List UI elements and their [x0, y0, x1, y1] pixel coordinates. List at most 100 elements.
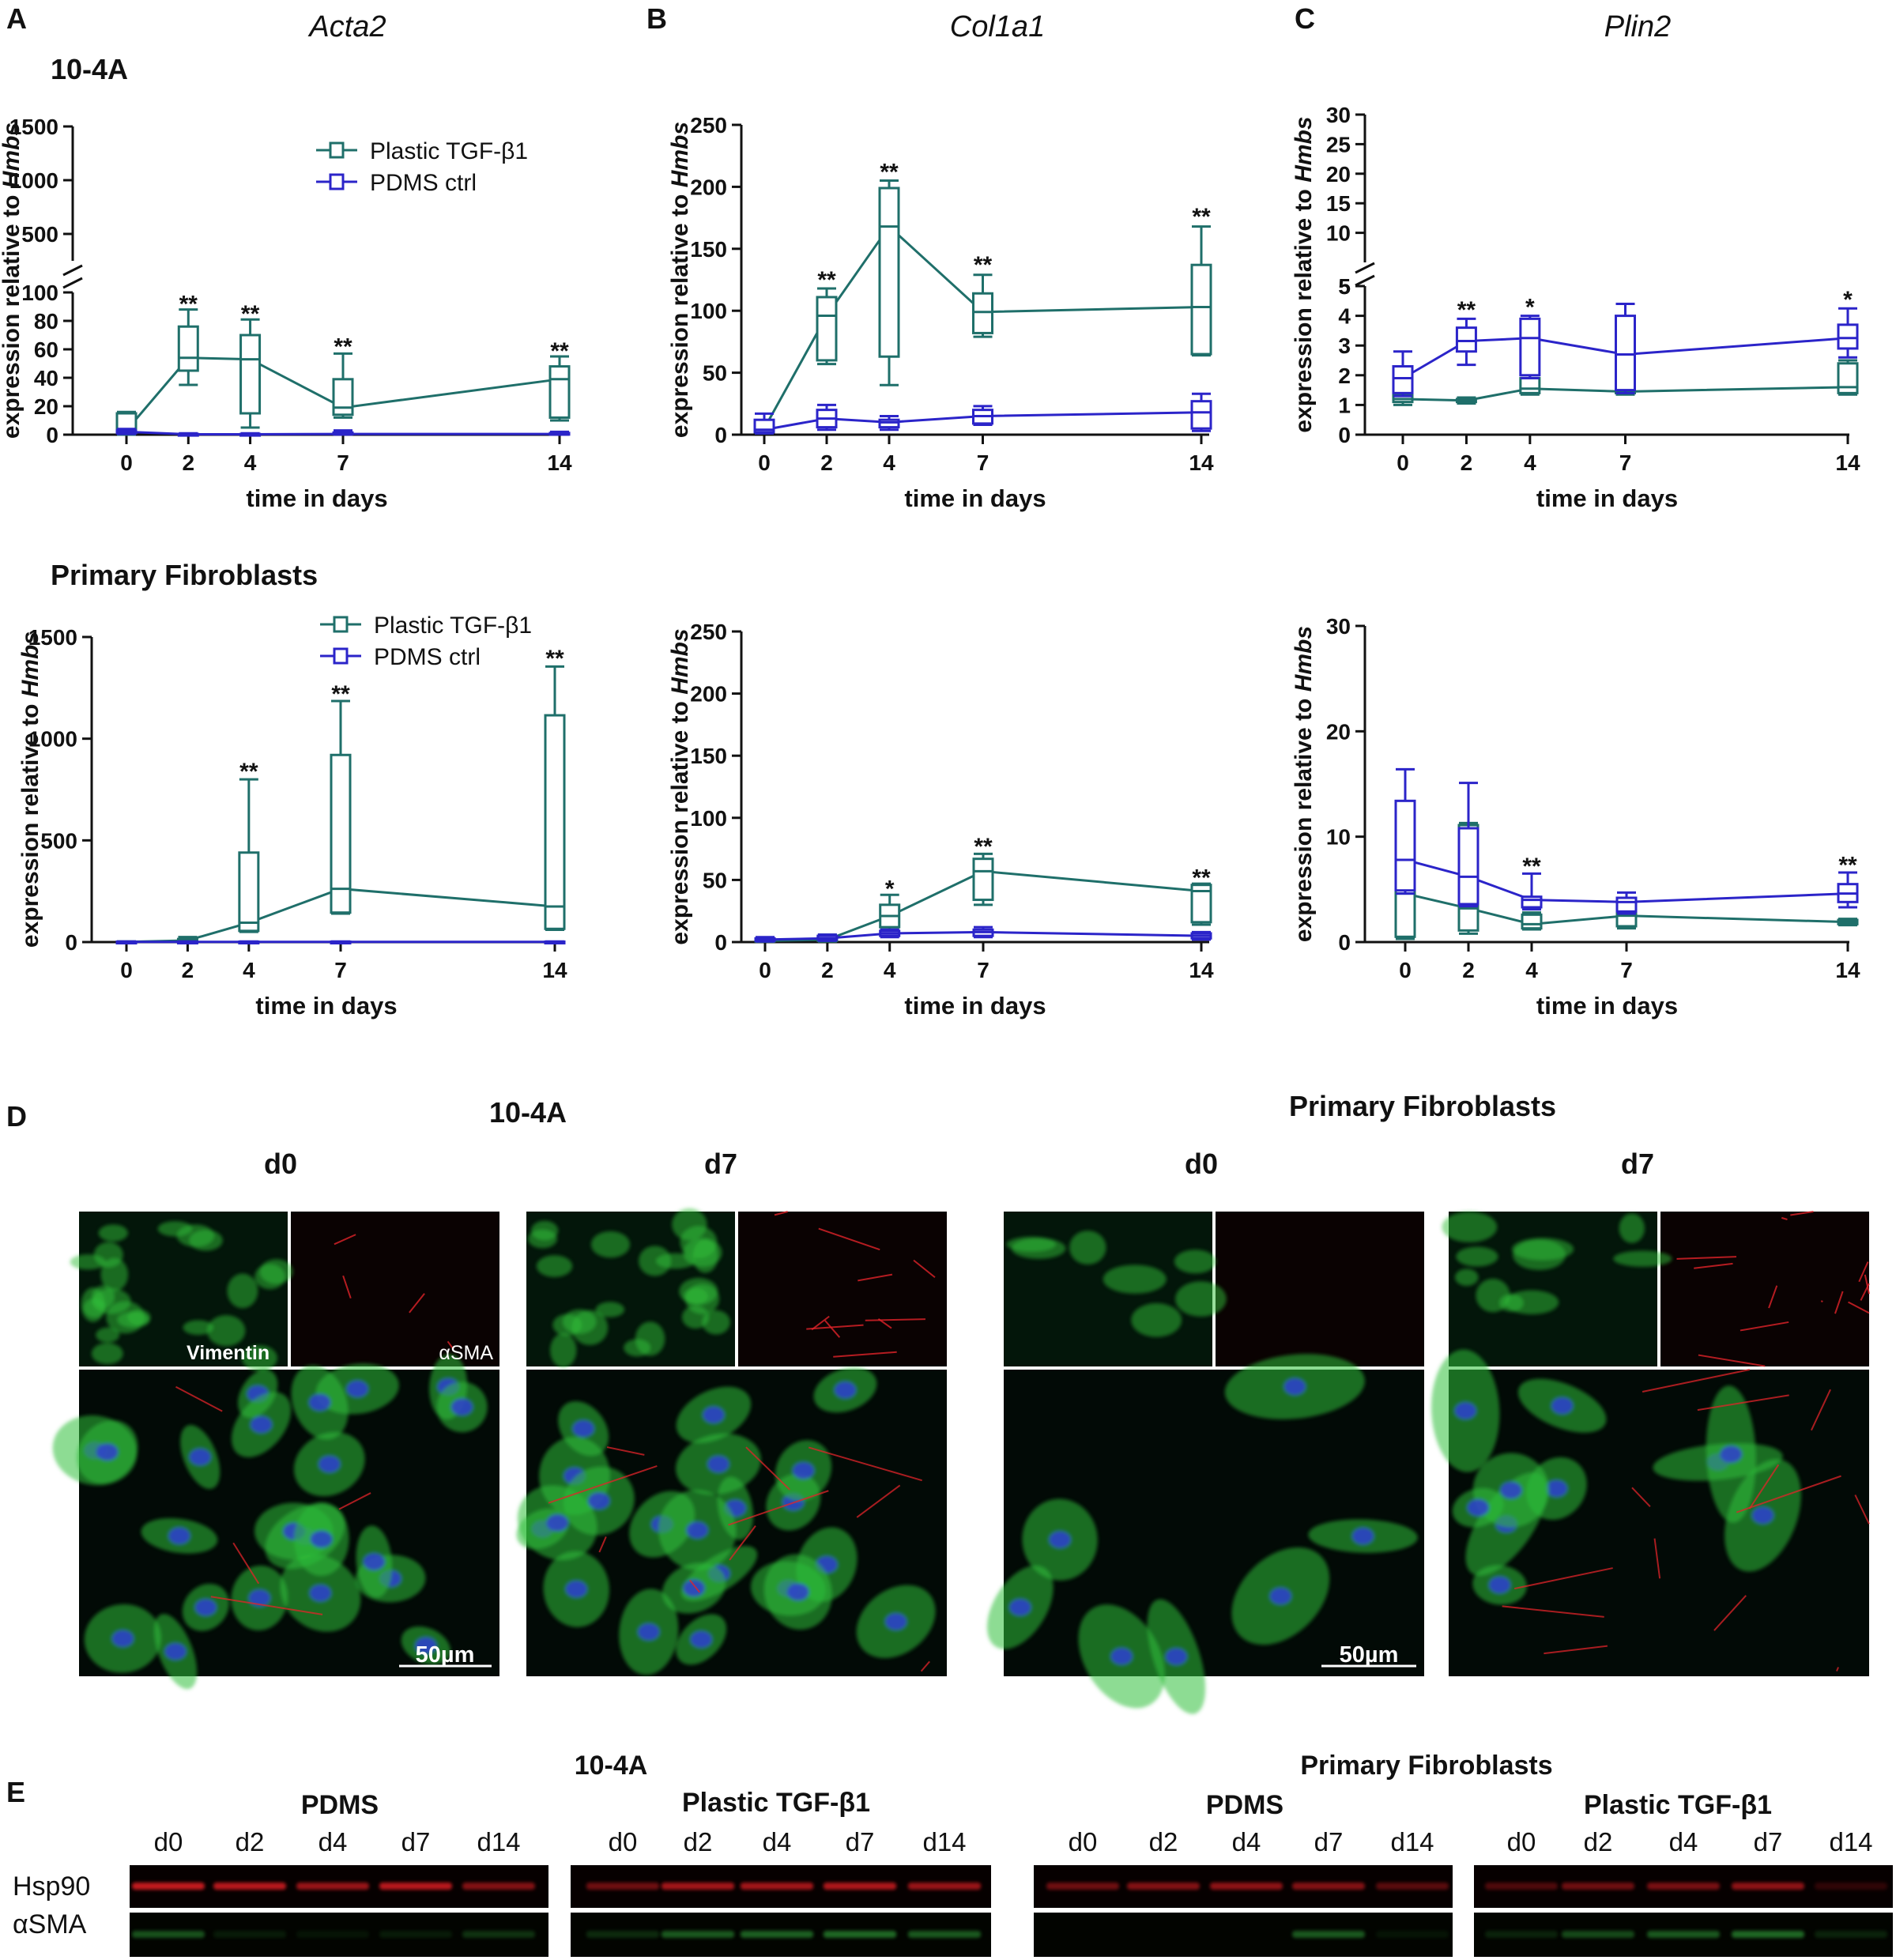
band-asma: [379, 1931, 452, 1938]
asma-fiber: [175, 1385, 223, 1412]
lane-label: d14: [1829, 1827, 1872, 1856]
significance-mark: **: [1522, 854, 1541, 880]
cell-nucleus: [1720, 1446, 1743, 1464]
y-axis-label-gene: Hmbs: [1291, 626, 1317, 692]
cell-thumb: [157, 1221, 193, 1237]
band-hsp90: [661, 1883, 735, 1890]
lane-label: d2: [1149, 1827, 1178, 1856]
panel-letter-a: A: [6, 2, 27, 35]
y-tick-label: 150: [690, 237, 727, 262]
cell-nucleus: [546, 1513, 569, 1532]
cell-thumb: [562, 1309, 597, 1334]
panel-d-timepoint-d0-b: d0: [1185, 1148, 1218, 1180]
lane-label: d4: [1232, 1827, 1261, 1856]
y-tick-label: 1000: [9, 168, 58, 193]
y-axis-label-gene: Hmbs: [667, 628, 693, 694]
significance-mark: *: [885, 876, 895, 902]
y-tick-label: 200: [690, 682, 727, 707]
x-tick-label: 7: [337, 450, 349, 475]
asma-fiber: [1736, 1475, 1841, 1513]
box: [878, 187, 900, 358]
box: [1190, 263, 1212, 356]
x-tick-label: 7: [1620, 958, 1633, 982]
asma-fiber-thumb: [877, 1317, 892, 1329]
significance-mark: **: [880, 160, 899, 186]
cell-nucleus: [1545, 1479, 1568, 1498]
x-tick-label: 4: [884, 958, 896, 982]
band-hsp90: [379, 1883, 452, 1890]
x-axis-label: time in days: [246, 484, 387, 512]
box: [332, 378, 354, 416]
cell-nucleus: [414, 1637, 437, 1655]
y-axis-label-gene: Hmbs: [17, 631, 43, 697]
box: [177, 325, 199, 372]
cell-nucleus: [318, 1455, 341, 1473]
x-axis-label: time in days: [904, 484, 1046, 512]
panel-e-group-primary: Primary Fibroblasts: [1300, 1751, 1552, 1781]
cell-thumb: [1006, 1236, 1056, 1252]
gene-title-plin2: Plin2: [1604, 10, 1672, 43]
micrograph-primary-d7: [1431, 1211, 1870, 1676]
y-tick-label: 0: [714, 423, 727, 447]
cell-nucleus: [309, 1584, 332, 1602]
lane-label: d14: [922, 1827, 966, 1856]
chart-acta2-10-4a: 0 2 4 7 14 time in days 0 20 40 60 80 100 500 1000 150…: [0, 115, 572, 512]
cell-thumb: [1174, 1250, 1216, 1274]
asma-fiber: [1631, 1487, 1651, 1508]
cell-nucleus: [96, 1443, 119, 1461]
x-axis-label: time in days: [1536, 484, 1678, 512]
band-hsp90: [586, 1883, 660, 1890]
band-hsp90: [740, 1883, 814, 1890]
significance-mark: **: [1838, 853, 1857, 879]
y-tick-label: 0: [65, 930, 77, 955]
cell-thumb: [1619, 1213, 1645, 1243]
box: [972, 858, 994, 902]
panel-e-condition-tgf-b: Plastic TGF-β1: [1584, 1790, 1772, 1820]
x-tick-label: 14: [1189, 450, 1214, 475]
cell-nucleus: [1165, 1648, 1188, 1666]
asma-fiber: [1854, 1494, 1870, 1525]
series-plastic-tgf: [115, 665, 566, 944]
asma-fiber: [1502, 1605, 1604, 1618]
box: [330, 753, 352, 914]
asma-fiber: [232, 1542, 260, 1585]
y-tick-label: 30: [1326, 614, 1351, 639]
cell-thumb: [702, 1310, 730, 1335]
box: [1519, 317, 1541, 377]
band-hsp90: [1647, 1883, 1720, 1890]
asma-channel: [1216, 1212, 1424, 1366]
band-hsp90: [296, 1883, 369, 1890]
cell-thumb: [1454, 1268, 1479, 1287]
legend: Plastic TGF-β1 PDMS ctrl: [320, 612, 532, 670]
cell-nucleus: [1488, 1576, 1511, 1594]
box: [1392, 365, 1414, 394]
box: [548, 365, 571, 419]
axis-break-mark: [62, 277, 83, 289]
y-tick-label: 5: [1338, 274, 1351, 299]
y-tick-label: 1000: [28, 727, 77, 752]
band-asma: [907, 1931, 982, 1938]
legend-label: PDMS ctrl: [374, 644, 481, 670]
y-tick-label: 15: [1326, 191, 1351, 216]
x-axis-label: time in days: [904, 992, 1046, 1020]
lane-label: d14: [477, 1827, 520, 1856]
panel-d-timepoint-d7-a: d7: [704, 1148, 737, 1180]
significance-mark: **: [331, 681, 350, 707]
cell-nucleus: [686, 1521, 709, 1540]
asma-fiber-thumb: [1676, 1256, 1737, 1260]
significance-mark: **: [817, 267, 836, 293]
cell-nucleus: [346, 1380, 369, 1398]
legend-label: Plastic TGF-β1: [370, 138, 528, 164]
box: [239, 334, 262, 415]
y-tick-label: 10: [1326, 825, 1351, 850]
band-asma: [1562, 1931, 1634, 1938]
y-axis-label: expression relative to Hmbs: [667, 122, 693, 438]
significance-mark: *: [1525, 294, 1535, 320]
cell-thumb: [1613, 1250, 1672, 1267]
band-hsp90: [213, 1883, 286, 1890]
lane-label: d4: [319, 1827, 348, 1856]
panel-d-timepoint-d7-b: d7: [1621, 1148, 1654, 1180]
cell-nucleus: [1008, 1598, 1031, 1616]
y-tick-label: 250: [690, 620, 727, 644]
